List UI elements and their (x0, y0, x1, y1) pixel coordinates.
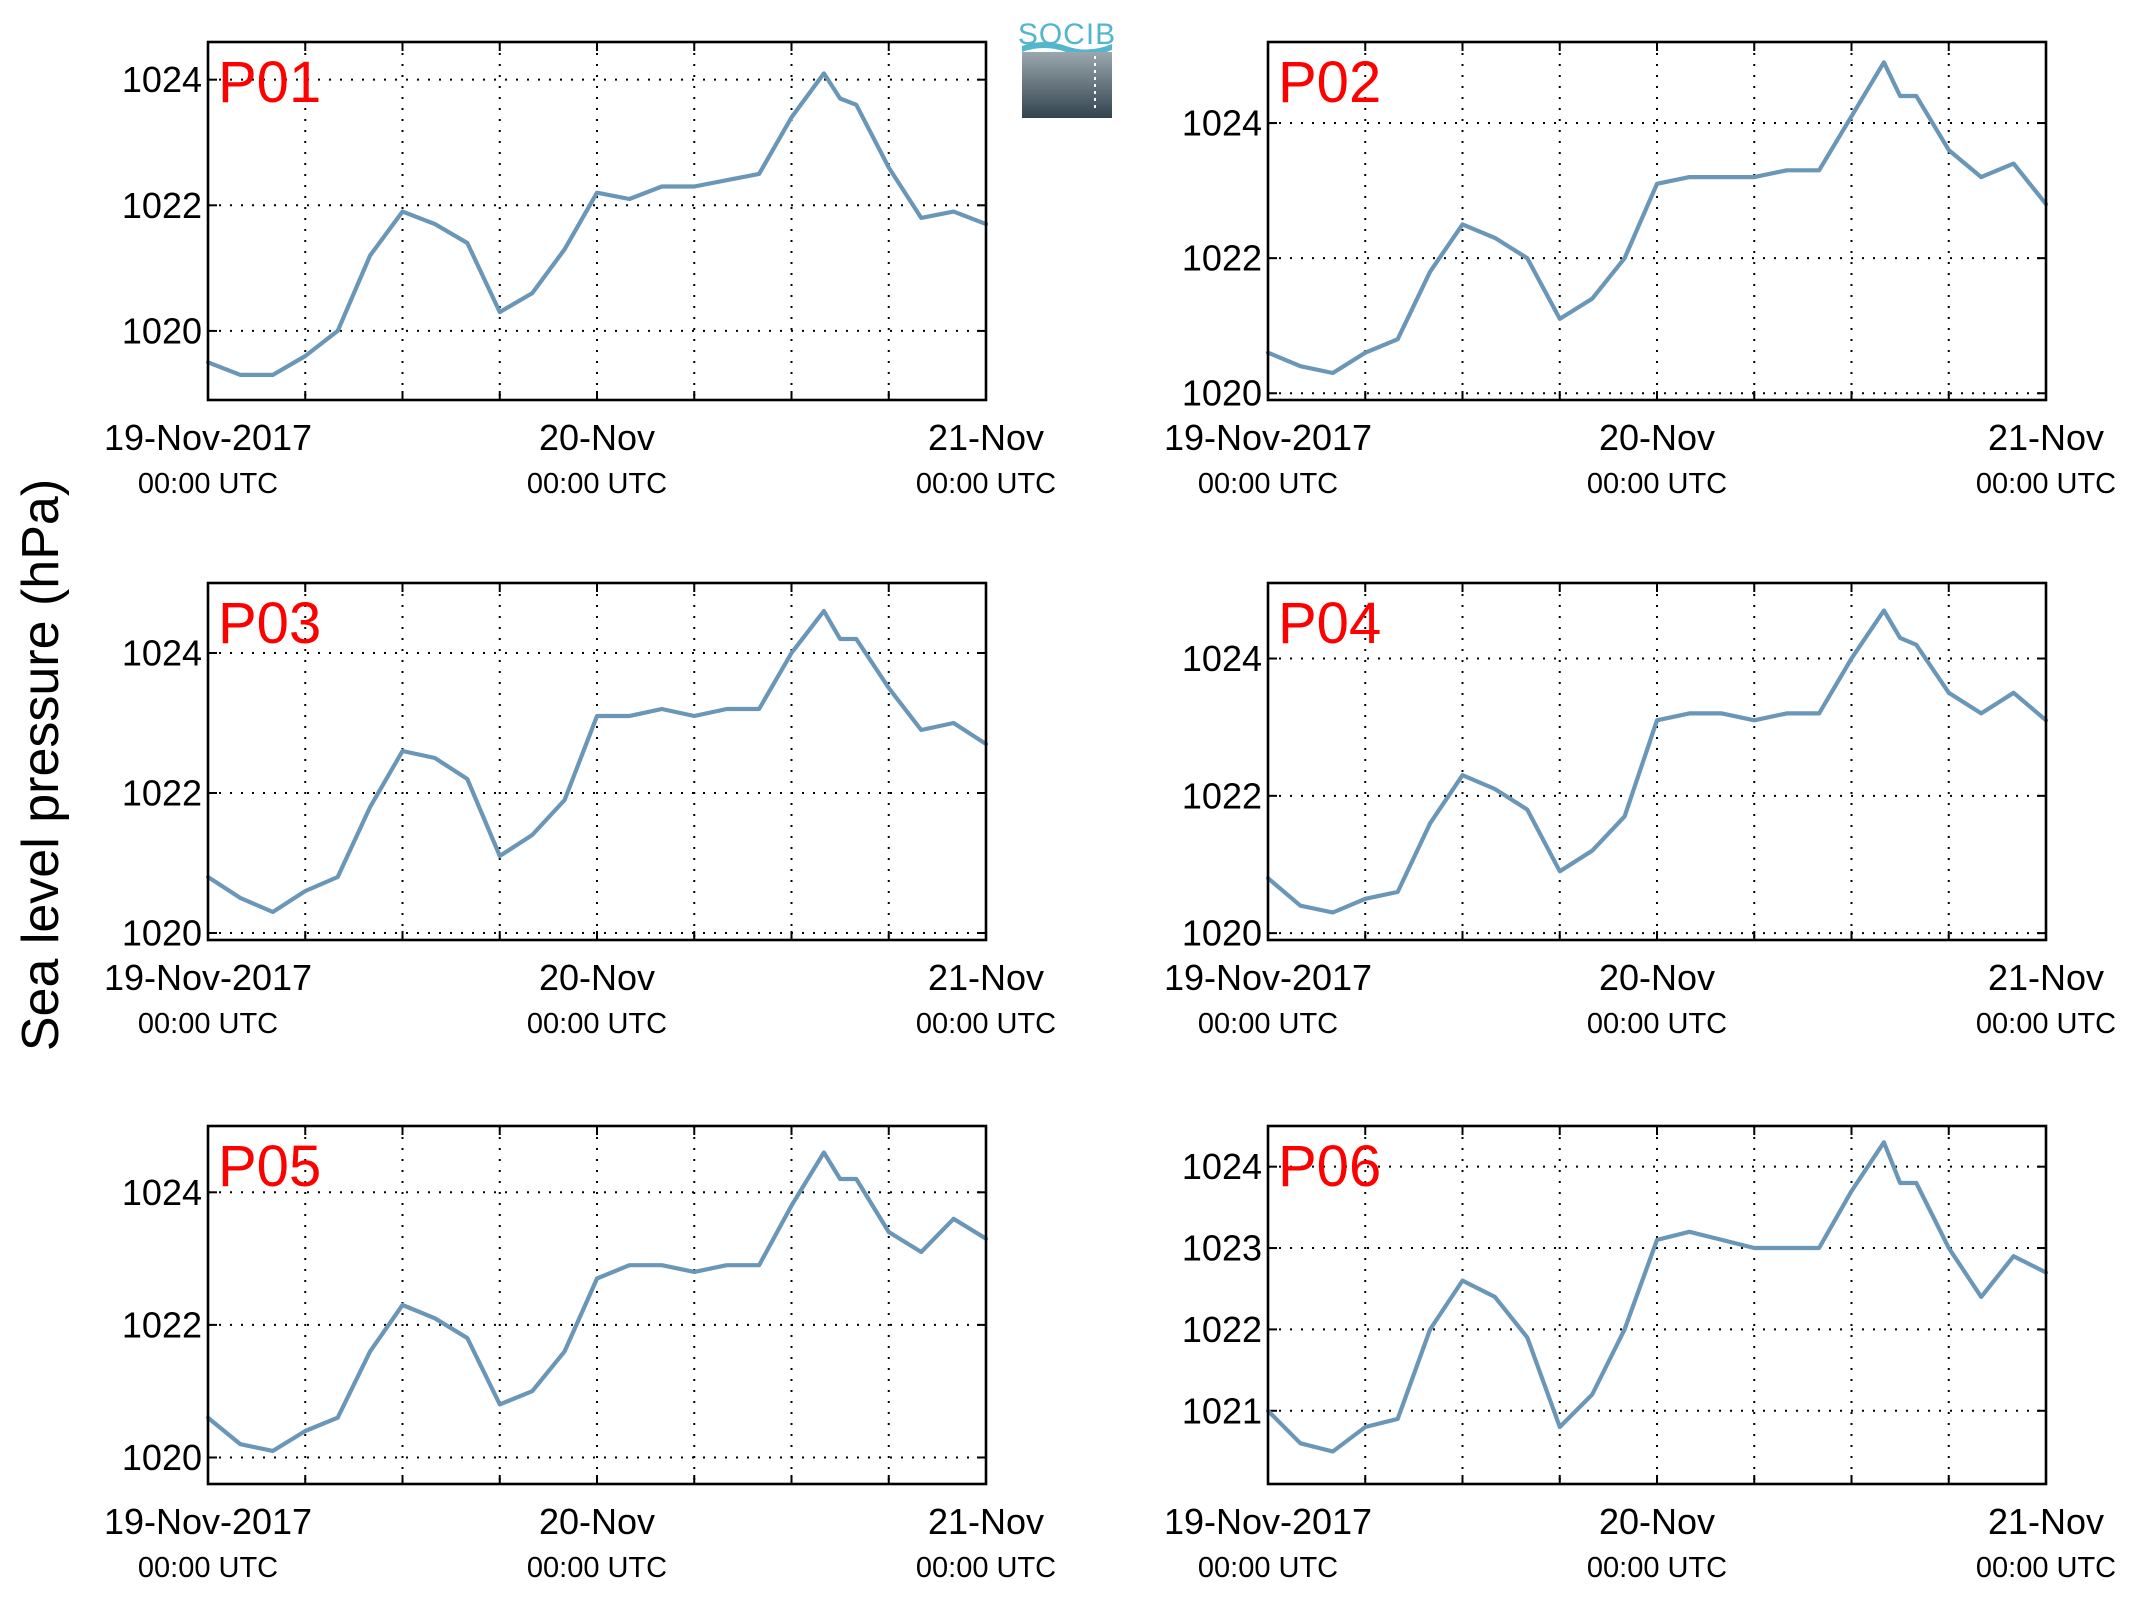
plot-frame (206, 581, 988, 942)
y-tick-label: 1020 (122, 913, 202, 954)
plot-frame (206, 40, 988, 402)
x-tick-label: 21-Nov (928, 957, 1044, 998)
y-tick-label: 1024 (122, 633, 202, 674)
y-tick-label: 1024 (122, 59, 202, 100)
y-tick-label: 1022 (122, 773, 202, 814)
panel-title: P02 (1278, 50, 1381, 115)
y-tick-label: 1020 (122, 310, 202, 351)
y-tick-label: 1022 (122, 185, 202, 226)
x-tick-label: 20-Nov (539, 417, 655, 458)
logo-text: SOCIB (1018, 18, 1116, 51)
y-tick-label: 1022 (1182, 1309, 1262, 1350)
x-tick-sublabel: 00:00 UTC (1198, 468, 1338, 500)
y-tick-label: 1024 (1182, 1146, 1262, 1187)
x-tick-label: 19-Nov-2017 (104, 1501, 312, 1542)
y-tick-label: 1020 (122, 1437, 202, 1478)
pressure-line (1265, 60, 2049, 376)
y-tick-label: 1023 (1182, 1228, 1262, 1269)
y-axis-label: Sea level pressure (hPa) (12, 479, 70, 1051)
y-tick-label: 1022 (1182, 238, 1262, 279)
x-tick-sublabel: 00:00 UTC (1976, 1008, 2116, 1040)
panel-p06: 1021 1022 1023 1024 19-Nov-2017 00:00 UTC 20-N… (1164, 1124, 2116, 1584)
panel-title: P03 (218, 591, 321, 656)
x-tick-label: 19-Nov-2017 (1164, 417, 1372, 458)
logo-block-icon (1022, 52, 1112, 118)
panel-p02: 1020 1022 1024 19-Nov-2017 00:00 UTC 20-Nov 00… (1164, 40, 2116, 500)
pressure-line (1265, 1140, 2049, 1454)
panel-title: P01 (218, 50, 321, 115)
y-tick-label: 1022 (122, 1304, 202, 1345)
x-tick-sublabel: 00:00 UTC (916, 468, 1056, 500)
plot-frame (1266, 581, 2048, 942)
x-tick-label: 19-Nov-2017 (104, 957, 312, 998)
panel-p01: 1020 1022 1024 19-Nov-2017 00:00 UTC 20-Nov 00… (104, 40, 1056, 500)
x-tick-sublabel: 00:00 UTC (1198, 1008, 1338, 1040)
socib-logo: SOCIB (1018, 18, 1116, 118)
x-tick-label: 21-Nov (1988, 417, 2104, 458)
x-tick-sublabel: 00:00 UTC (1587, 468, 1727, 500)
plot-frame (206, 1124, 988, 1486)
x-tick-sublabel: 00:00 UTC (1587, 1552, 1727, 1584)
x-tick-label: 20-Nov (1599, 957, 1715, 998)
plot-frame (1266, 1124, 2048, 1486)
panel-title: P06 (1278, 1134, 1381, 1199)
x-tick-label: 19-Nov-2017 (1164, 957, 1372, 998)
x-tick-sublabel: 00:00 UTC (527, 468, 667, 500)
x-tick-label: 20-Nov (1599, 417, 1715, 458)
pressure-line (1265, 608, 2049, 915)
x-tick-sublabel: 00:00 UTC (916, 1008, 1056, 1040)
x-tick-label: 19-Nov-2017 (1164, 1501, 1372, 1542)
x-tick-label: 21-Nov (1988, 957, 2104, 998)
y-tick-label: 1024 (1182, 103, 1262, 144)
x-tick-label: 19-Nov-2017 (104, 417, 312, 458)
x-tick-sublabel: 00:00 UTC (1976, 1552, 2116, 1584)
x-tick-label: 21-Nov (928, 1501, 1044, 1542)
y-tick-label: 1024 (122, 1172, 202, 1213)
x-tick-label: 20-Nov (539, 957, 655, 998)
x-tick-sublabel: 00:00 UTC (527, 1552, 667, 1584)
pressure-line (205, 1150, 989, 1454)
x-tick-sublabel: 00:00 UTC (138, 1552, 278, 1584)
panel-p04: 1020 1022 1024 19-Nov-2017 00:00 UTC 20-Nov 00… (1164, 581, 2116, 1040)
x-tick-sublabel: 00:00 UTC (916, 1552, 1056, 1584)
x-tick-sublabel: 00:00 UTC (1976, 468, 2116, 500)
panel-p05: 1020 1022 1024 19-Nov-2017 00:00 UTC 20-Nov 00… (104, 1124, 1056, 1584)
y-tick-label: 1022 (1182, 775, 1262, 816)
x-tick-sublabel: 00:00 UTC (1587, 1008, 1727, 1040)
x-tick-label: 20-Nov (1599, 1501, 1715, 1542)
panel-p03: 1020 1022 1024 19-Nov-2017 00:00 UTC 20-Nov 00… (104, 581, 1056, 1040)
x-tick-sublabel: 00:00 UTC (527, 1008, 667, 1040)
x-tick-label: 20-Nov (539, 1501, 655, 1542)
plot-frame (1266, 40, 2048, 402)
y-tick-label: 1020 (1182, 913, 1262, 954)
x-tick-sublabel: 00:00 UTC (138, 1008, 278, 1040)
x-tick-sublabel: 00:00 UTC (138, 468, 278, 500)
x-tick-sublabel: 00:00 UTC (1198, 1552, 1338, 1584)
y-tick-label: 1024 (1182, 638, 1262, 679)
panel-title: P04 (1278, 591, 1381, 656)
y-tick-label: 1020 (1182, 373, 1262, 414)
pressure-line (205, 71, 989, 377)
x-tick-label: 21-Nov (1988, 1501, 2104, 1542)
x-tick-label: 21-Nov (928, 417, 1044, 458)
panel-title: P05 (218, 1134, 321, 1199)
pressure-line (205, 608, 989, 915)
y-tick-label: 1021 (1182, 1390, 1262, 1431)
